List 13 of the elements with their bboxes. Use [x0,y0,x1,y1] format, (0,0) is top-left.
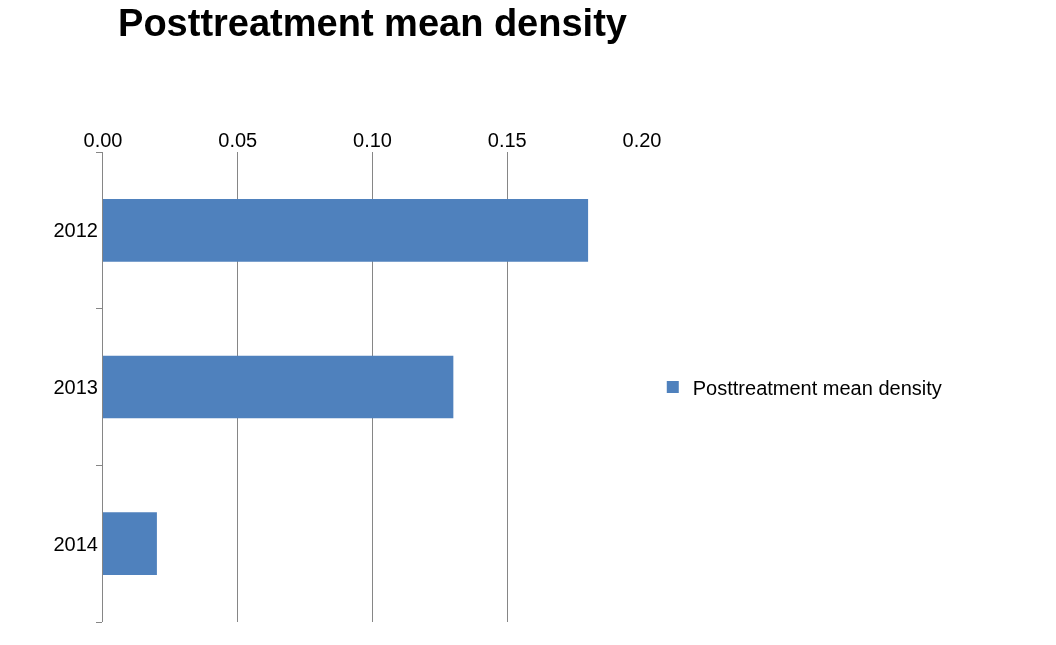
y-tick-label: 2013 [53,376,98,398]
legend-label: Posttreatment mean density [692,376,942,399]
x-tick-label: 0.20 [622,129,662,151]
y-tick-label: 2014 [53,532,98,555]
x-tick-label: 0.00 [83,129,123,151]
y-tick-label: 2012 [53,219,98,242]
bar [103,199,589,262]
x-tick-label: 0.15 [487,129,527,151]
bar [103,512,157,575]
x-tick-label: 0.10 [353,129,392,151]
chart-title: Posttreatment mean density [118,2,627,45]
x-tick-label: 0.05 [218,129,258,151]
bar [103,355,454,419]
